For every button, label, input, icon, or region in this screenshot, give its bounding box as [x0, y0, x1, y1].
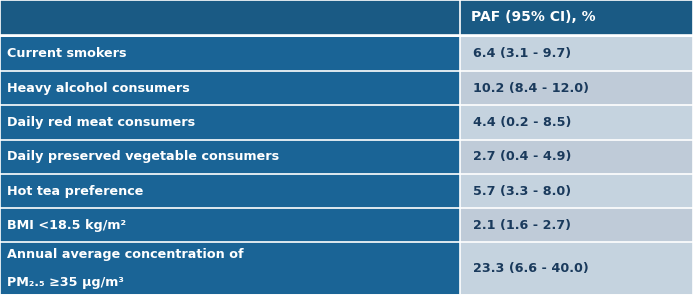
- Text: Hot tea preference: Hot tea preference: [7, 184, 143, 198]
- Bar: [0, 242, 460, 295]
- Bar: [0, 0, 460, 35]
- Bar: [0, 140, 460, 174]
- Text: 2.1 (1.6 - 2.7): 2.1 (1.6 - 2.7): [473, 219, 570, 232]
- Text: 23.3 (6.6 - 40.0): 23.3 (6.6 - 40.0): [473, 262, 588, 275]
- Text: PAF (95% CI), %: PAF (95% CI), %: [471, 10, 595, 24]
- Bar: [460, 242, 693, 295]
- Bar: [460, 105, 693, 140]
- Bar: [0, 37, 460, 71]
- Bar: [460, 174, 693, 208]
- Bar: [0, 174, 460, 208]
- Bar: [0, 71, 460, 105]
- Bar: [460, 71, 693, 105]
- Bar: [460, 0, 693, 35]
- Text: PM₂.₅ ≥35 μg/m³: PM₂.₅ ≥35 μg/m³: [7, 276, 124, 289]
- Bar: [460, 37, 693, 71]
- Text: 2.7 (0.4 - 4.9): 2.7 (0.4 - 4.9): [473, 150, 571, 163]
- Text: 4.4 (0.2 - 8.5): 4.4 (0.2 - 8.5): [473, 116, 571, 129]
- Text: Current smokers: Current smokers: [7, 47, 126, 60]
- Text: Annual average concentration of: Annual average concentration of: [7, 248, 243, 261]
- Bar: [0, 208, 460, 242]
- Text: 5.7 (3.3 - 8.0): 5.7 (3.3 - 8.0): [473, 184, 571, 198]
- Text: Daily red meat consumers: Daily red meat consumers: [7, 116, 195, 129]
- Text: 6.4 (3.1 - 9.7): 6.4 (3.1 - 9.7): [473, 47, 571, 60]
- Bar: [460, 140, 693, 174]
- Text: Daily preserved vegetable consumers: Daily preserved vegetable consumers: [7, 150, 279, 163]
- Bar: [0, 105, 460, 140]
- Bar: [460, 208, 693, 242]
- Text: 10.2 (8.4 - 12.0): 10.2 (8.4 - 12.0): [473, 81, 588, 95]
- Text: Heavy alcohol consumers: Heavy alcohol consumers: [7, 81, 190, 95]
- Text: BMI <18.5 kg/m²: BMI <18.5 kg/m²: [7, 219, 126, 232]
